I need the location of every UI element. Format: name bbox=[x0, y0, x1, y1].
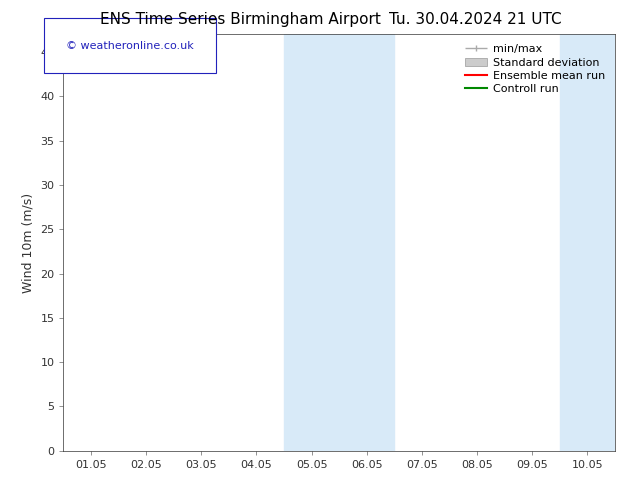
Text: ENS Time Series Birmingham Airport: ENS Time Series Birmingham Airport bbox=[100, 12, 382, 27]
Bar bbox=[560, 34, 615, 451]
Legend: min/max, Standard deviation, Ensemble mean run, Controll run: min/max, Standard deviation, Ensemble me… bbox=[460, 40, 609, 99]
Text: © weatheronline.co.uk: © weatheronline.co.uk bbox=[66, 41, 194, 50]
Text: Tu. 30.04.2024 21 UTC: Tu. 30.04.2024 21 UTC bbox=[389, 12, 562, 27]
Y-axis label: Wind 10m (m/s): Wind 10m (m/s) bbox=[22, 193, 35, 293]
Bar bbox=[284, 34, 394, 451]
